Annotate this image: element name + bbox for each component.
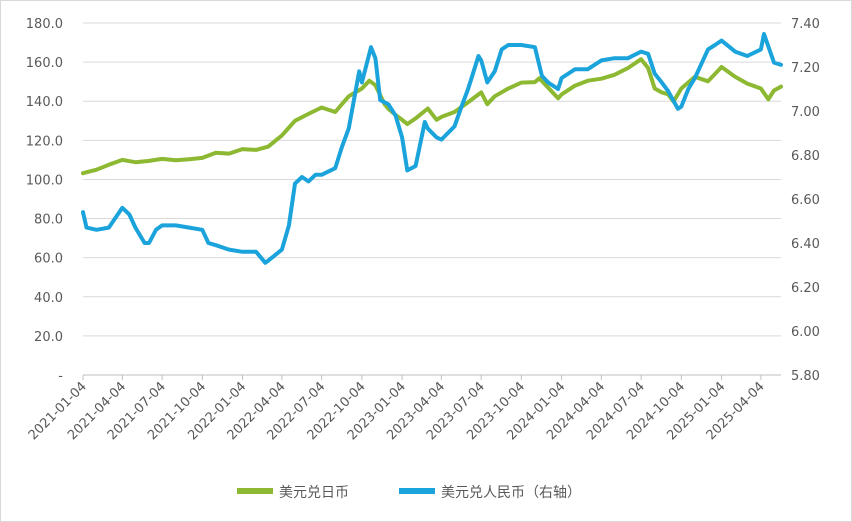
right-tick-label: 6.00 <box>791 325 820 340</box>
left-tick-label: 20.0 <box>34 330 63 345</box>
left-tick-label: 180.0 <box>26 17 63 32</box>
right-tick-label: 6.40 <box>791 237 820 252</box>
left-tick-label: 60.0 <box>34 252 63 267</box>
legend-label-jpy: 美元兑日币 <box>279 485 349 501</box>
left-tick-label: 40.0 <box>34 291 63 306</box>
x-axis-ticks: 2021-01-042021-04-042021-07-042021-10-04… <box>26 375 768 443</box>
right-tick-label: 6.20 <box>791 281 820 296</box>
left-tick-label: 140.0 <box>26 95 63 110</box>
left-axis-ticks: - 20.0 40.0 60.0 80.0 100.0 120.0 140.0 160.0 180… <box>26 17 64 384</box>
left-tick-label: 100.0 <box>26 173 63 188</box>
right-tick-label: 6.60 <box>791 193 820 208</box>
left-tick-label: 80.0 <box>34 213 63 228</box>
left-tick-label: - <box>58 369 63 384</box>
series-line-jpy <box>81 57 783 176</box>
series-lines <box>81 32 783 265</box>
right-tick-label: 6.80 <box>791 149 820 164</box>
right-tick-label: 7.20 <box>791 61 820 76</box>
legend: 美元兑日币 美元兑人民币（右轴） <box>237 485 581 501</box>
right-tick-label: 7.40 <box>791 17 820 32</box>
right-axis-ticks: 5.80 6.00 6.20 6.40 6.60 6.80 7.00 7.20 7.40 <box>791 17 820 384</box>
right-tick-label: 7.00 <box>791 105 820 120</box>
series-line-cny <box>81 32 783 265</box>
right-tick-label: 5.80 <box>791 369 820 384</box>
left-tick-label: 120.0 <box>26 134 63 149</box>
gridlines <box>83 22 781 337</box>
legend-label-cny: 美元兑人民币（右轴） <box>441 485 581 501</box>
left-tick-label: 160.0 <box>26 56 63 71</box>
